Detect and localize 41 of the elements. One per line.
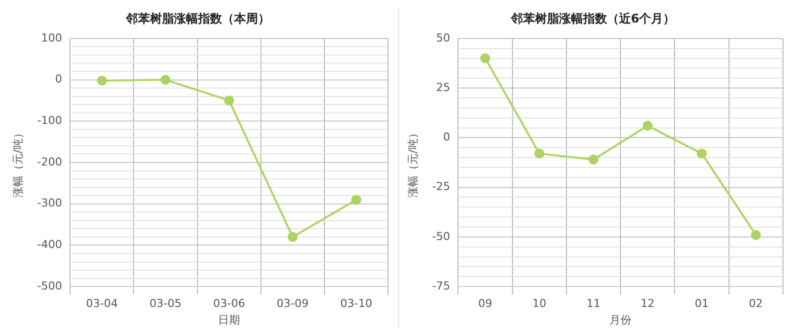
chart-title: 邻苯树脂涨幅指数（本周） (125, 11, 270, 26)
x-tick-label: 03-06 (213, 297, 246, 310)
x-tick-label: 03-09 (276, 297, 309, 310)
point (642, 120, 653, 131)
x-tick-label: 09 (478, 297, 492, 310)
y-tick-label: -50 (432, 230, 450, 243)
x-tick-label: 03-04 (86, 297, 118, 310)
y-tick-label: -25 (432, 180, 450, 194)
y-tick-label: 0 (55, 72, 62, 86)
point (750, 230, 761, 240)
point (288, 232, 298, 242)
x-tick-label: 11 (586, 297, 601, 310)
x-tick-label: 03-10 (340, 297, 372, 310)
y-tick-label: -100 (37, 114, 62, 127)
y-tick-label: 100 (41, 31, 62, 44)
y-tick-label: 0 (443, 130, 450, 144)
point (351, 194, 362, 205)
x-tick-label: 03-05 (150, 297, 182, 310)
x-axis-title: 月份 (610, 313, 632, 326)
point (160, 74, 171, 85)
point (696, 148, 707, 159)
point (480, 53, 490, 64)
y-axis-title: 涨幅（元/吨） (11, 128, 24, 198)
y-axis-title: 涨幅（元/吨） (406, 128, 420, 198)
y-tick-label: -500 (37, 279, 62, 292)
y-tick-label: -400 (37, 238, 62, 252)
x-tick-label: 01 (694, 297, 709, 310)
y-tick-label: 25 (436, 80, 450, 94)
point (534, 148, 544, 159)
y-tick-label: -300 (37, 196, 62, 210)
y-tick-label: -200 (37, 155, 62, 168)
point (588, 154, 599, 165)
x-tick-label: 12 (640, 297, 655, 310)
y-tick-label: 50 (436, 31, 450, 44)
point (96, 76, 107, 86)
point (224, 95, 234, 106)
x-axis-title: 日期 (218, 313, 240, 326)
chart-title: 邻苯树脂涨幅指数（近6个月） (510, 11, 676, 26)
x-tick-label: 02 (748, 297, 763, 310)
x-tick-label: 10 (532, 297, 546, 310)
y-tick-label: -75 (432, 279, 450, 292)
